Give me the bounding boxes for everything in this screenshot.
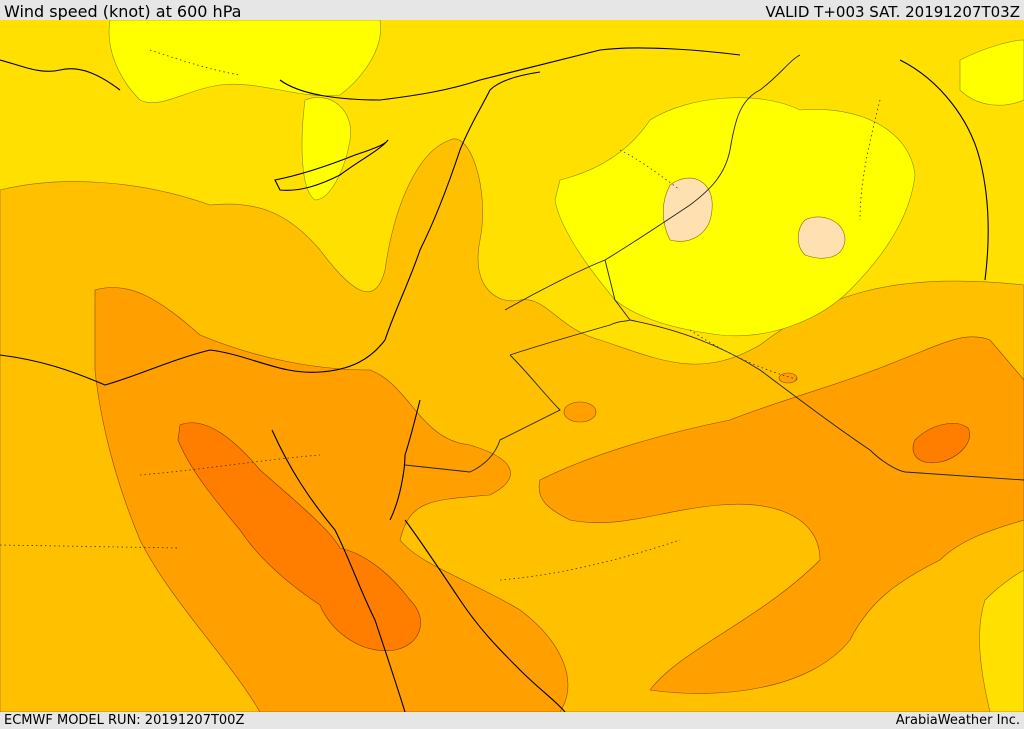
field-high-east: [912, 423, 970, 464]
field-high-core: [177, 422, 421, 651]
field-blob-jordan: [563, 401, 597, 423]
credit-label: ArabiaWeather Inc.: [895, 713, 1020, 728]
header-bar: Wind speed (knot) at 600 hPa VALID T+003…: [0, 0, 1024, 21]
field-mid-high-band: [94, 287, 569, 712]
valid-time: VALID T+003 SAT. 20191207T03Z: [765, 3, 1020, 21]
map-title: Wind speed (knot) at 600 hPa: [4, 2, 242, 21]
field-low-cyprus: [301, 97, 351, 201]
field-low-northeast: [959, 39, 1024, 106]
footer-bar: ECMWF MODEL RUN: 20191207T00Z ArabiaWeat…: [0, 712, 1024, 729]
admin-boundaries: [0, 49, 881, 581]
field-very-low-1: [662, 177, 713, 242]
field-mid-high-east: [538, 336, 1024, 694]
coastlines: [0, 47, 989, 712]
field-low-iraq: [554, 97, 916, 337]
field-blob-iraq: [778, 372, 798, 384]
wind-speed-map: [0, 20, 1024, 712]
model-run: ECMWF MODEL RUN: 20191207T00Z: [4, 713, 245, 728]
field-low-northwest: [108, 20, 381, 104]
field-very-low-2: [797, 216, 846, 259]
map-canvas: [0, 20, 1024, 712]
borders: [404, 54, 1024, 481]
field-low-southeast: [979, 569, 1024, 712]
